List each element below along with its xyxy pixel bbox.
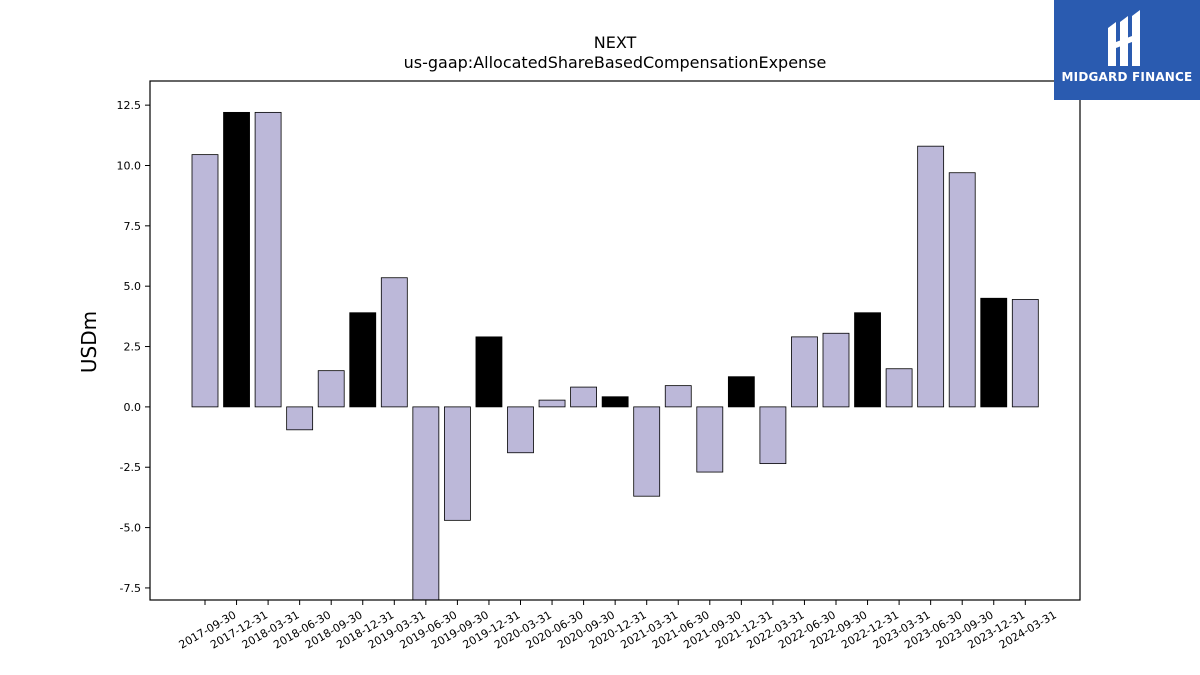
bar-2023-12-31 <box>980 297 1008 408</box>
bar-2021-06-30 <box>664 385 692 408</box>
y-tick-label: 0.0 <box>124 401 142 414</box>
y-tick-label: 2.5 <box>124 341 142 354</box>
bar-2023-06-30 <box>917 145 945 408</box>
y-tick-label: 7.5 <box>124 220 142 233</box>
y-tick-label: 12.5 <box>117 99 142 112</box>
bar-2019-12-31 <box>475 336 503 408</box>
bar-2023-03-31 <box>885 368 913 408</box>
bar-2020-09-30 <box>570 386 597 408</box>
bar-2022-03-31 <box>759 406 787 465</box>
bar-2019-03-31 <box>380 277 408 408</box>
bar-2020-12-31 <box>601 396 629 408</box>
bar-2019-06-30 <box>412 406 440 600</box>
bar-2018-09-30 <box>317 370 345 408</box>
bar-2018-03-31 <box>254 111 282 408</box>
plot-frame <box>149 80 1081 601</box>
bar-2021-03-31 <box>633 406 661 497</box>
bar-2023-09-30 <box>948 172 976 408</box>
bar-2020-06-30 <box>538 399 566 408</box>
y-tick-label: -7.5 <box>120 582 141 595</box>
bar-2022-12-31 <box>854 312 881 408</box>
bar-2017-12-31 <box>223 111 250 408</box>
y-axis-label: USDm <box>77 311 101 373</box>
bar-2020-03-31 <box>507 406 534 454</box>
logo-mark-icon <box>1108 10 1140 66</box>
midgard-finance-logo: MIDGARD FINANCE <box>1054 0 1200 100</box>
bar-2022-09-30 <box>822 332 850 408</box>
bar-2018-06-30 <box>286 406 314 431</box>
chart-subtitle: us-gaap:AllocatedShareBasedCompensationE… <box>404 53 827 72</box>
y-tick-label: -5.0 <box>120 522 141 535</box>
y-tick-label: -2.5 <box>120 461 141 474</box>
bar-2022-06-30 <box>791 336 818 408</box>
bar-2017-09-30 <box>191 154 219 408</box>
bar-2021-09-30 <box>696 406 724 473</box>
y-tick-label: 10.0 <box>117 159 142 172</box>
chart-title: NEXT <box>594 33 637 52</box>
bar-2021-12-31 <box>727 376 755 408</box>
bar-2024-03-31 <box>1011 299 1039 408</box>
bar-2019-09-30 <box>443 406 471 521</box>
bar-2018-12-31 <box>349 312 377 408</box>
y-tick-label: 5.0 <box>124 280 142 293</box>
logo-text: MIDGARD FINANCE <box>1061 70 1193 84</box>
